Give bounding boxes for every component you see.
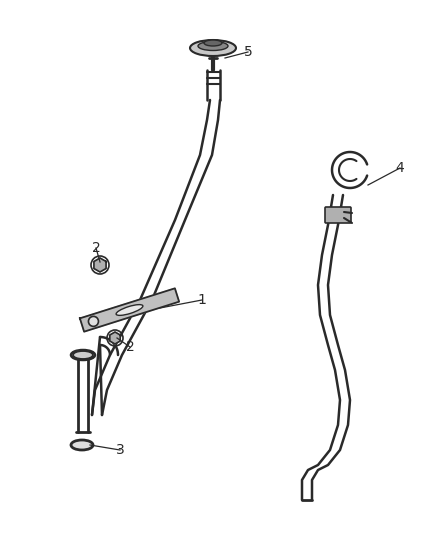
Text: 1: 1: [198, 293, 206, 307]
Polygon shape: [80, 288, 179, 332]
Ellipse shape: [198, 42, 228, 51]
FancyBboxPatch shape: [325, 207, 351, 223]
Text: 2: 2: [92, 241, 100, 255]
Ellipse shape: [204, 40, 222, 46]
Ellipse shape: [71, 440, 93, 450]
Circle shape: [88, 317, 99, 326]
Polygon shape: [94, 258, 106, 272]
Text: 2: 2: [126, 340, 134, 354]
Text: 3: 3: [116, 443, 124, 457]
Ellipse shape: [116, 305, 143, 316]
Polygon shape: [110, 332, 120, 344]
Text: 5: 5: [244, 45, 252, 59]
Ellipse shape: [73, 351, 93, 359]
Text: 4: 4: [396, 161, 404, 175]
Ellipse shape: [190, 40, 236, 56]
